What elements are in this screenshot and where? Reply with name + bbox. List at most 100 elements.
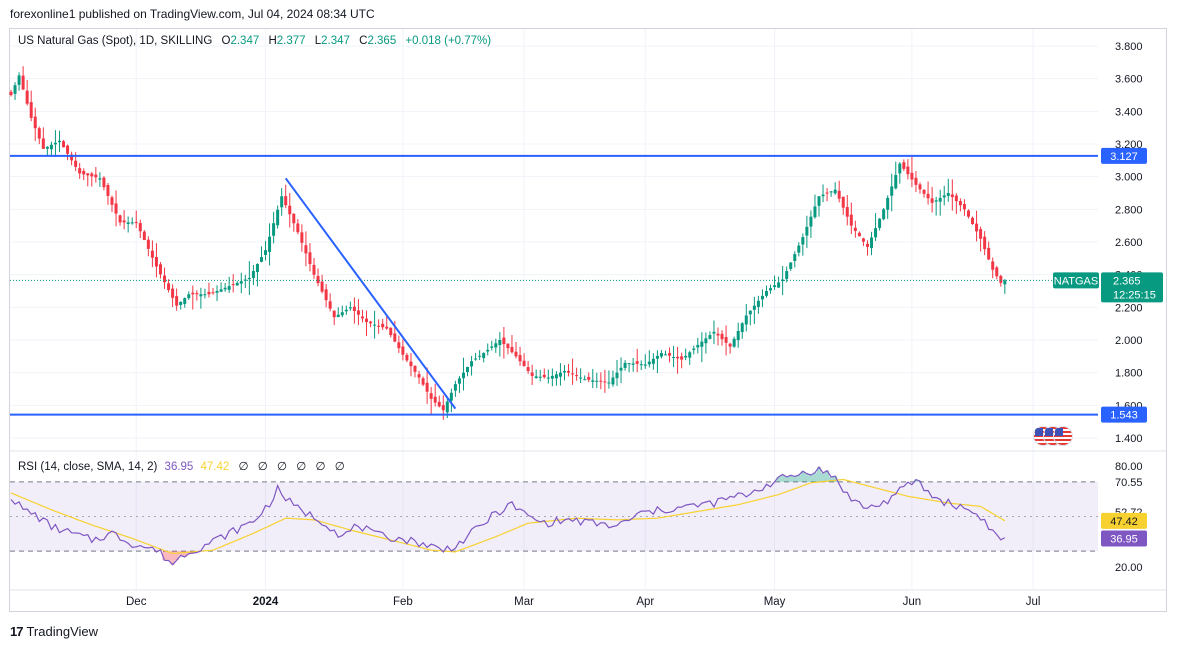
open-label: O bbox=[221, 35, 231, 47]
candle-body bbox=[748, 310, 752, 315]
candle-body bbox=[142, 231, 146, 241]
candle bbox=[82, 168, 86, 181]
candle bbox=[728, 342, 732, 354]
rsi-title[interactable]: RSI (14, close, SMA, 14, 2) bbox=[18, 461, 158, 473]
candle-body bbox=[821, 194, 825, 197]
candle bbox=[360, 309, 364, 323]
last-price-text: 2.365 bbox=[1113, 275, 1141, 287]
candle bbox=[13, 82, 17, 100]
candle bbox=[558, 363, 562, 386]
candle-body bbox=[276, 209, 280, 226]
candle bbox=[627, 362, 631, 373]
na-value: ∅ bbox=[276, 461, 288, 473]
candle-body bbox=[336, 314, 340, 317]
candle-body bbox=[45, 146, 49, 149]
candle bbox=[255, 263, 259, 287]
candle bbox=[611, 370, 615, 387]
candle bbox=[643, 354, 647, 369]
candle bbox=[882, 207, 886, 221]
candle-body bbox=[340, 312, 344, 316]
symbol-title[interactable]: US Natural Gas (Spot), 1D, SKILLING bbox=[18, 35, 213, 47]
candle-body bbox=[304, 245, 308, 254]
candle-body bbox=[369, 321, 373, 324]
candle bbox=[276, 205, 280, 229]
candle bbox=[328, 293, 332, 312]
candle bbox=[154, 243, 158, 278]
events-flags[interactable] bbox=[1033, 426, 1073, 446]
candle-body bbox=[732, 338, 736, 347]
candle bbox=[195, 290, 199, 301]
candle bbox=[393, 320, 397, 343]
candle bbox=[971, 216, 975, 225]
candle-body bbox=[744, 315, 748, 325]
candle bbox=[118, 214, 122, 226]
candle bbox=[231, 274, 235, 293]
candle-body bbox=[643, 364, 647, 366]
time-tick-label: Jun bbox=[903, 596, 922, 608]
candle-body bbox=[615, 372, 619, 379]
candle bbox=[692, 345, 696, 355]
candle bbox=[918, 182, 922, 194]
candle bbox=[805, 215, 809, 248]
candle-body bbox=[478, 355, 482, 357]
candle bbox=[567, 363, 571, 377]
candle bbox=[926, 181, 930, 205]
candle-body bbox=[756, 300, 760, 307]
candle-body bbox=[332, 310, 336, 318]
candle bbox=[1003, 279, 1007, 294]
candle-body bbox=[716, 333, 720, 336]
candle-body bbox=[526, 367, 530, 372]
price-tick-label: 2.600 bbox=[1115, 237, 1143, 249]
candle-body bbox=[187, 294, 191, 299]
candle bbox=[659, 349, 663, 359]
candle-body bbox=[950, 194, 954, 198]
candle-body bbox=[413, 365, 417, 372]
price-tick-label: 3.000 bbox=[1115, 172, 1143, 184]
candle-body bbox=[308, 252, 312, 265]
candle-body bbox=[445, 401, 449, 413]
candle-body bbox=[987, 247, 991, 260]
candle-body bbox=[849, 214, 853, 226]
candle-body bbox=[845, 207, 849, 217]
candle-body bbox=[259, 257, 263, 262]
candle bbox=[777, 276, 781, 288]
time-tick-label: Dec bbox=[126, 596, 147, 608]
change-value: +0.018 (+0.77%) bbox=[405, 35, 492, 47]
candle bbox=[817, 196, 821, 217]
candle-body bbox=[498, 340, 502, 345]
candle bbox=[785, 266, 789, 283]
candle-body bbox=[954, 195, 958, 202]
na-value: ∅ bbox=[296, 461, 307, 473]
candle bbox=[425, 367, 429, 404]
tradingview-brand[interactable]: 17 TradingView bbox=[10, 624, 98, 639]
candle bbox=[227, 276, 231, 293]
candle bbox=[158, 262, 162, 279]
candle-body bbox=[785, 271, 789, 279]
candle-body bbox=[623, 362, 627, 368]
candle-body bbox=[37, 128, 41, 139]
candle-body bbox=[393, 333, 397, 342]
candle bbox=[874, 213, 878, 242]
rsi-value-badge-text: 36.95 bbox=[1110, 533, 1138, 545]
na-value: ∅ bbox=[257, 461, 268, 473]
candle-body bbox=[764, 291, 768, 296]
candle-body bbox=[219, 289, 223, 292]
candle-body bbox=[296, 223, 300, 233]
candle bbox=[744, 304, 748, 332]
candle bbox=[700, 332, 704, 363]
price-tick-label: 3.600 bbox=[1115, 74, 1143, 86]
candle-body bbox=[546, 377, 550, 379]
candle bbox=[962, 199, 966, 216]
rsi-legend-value: 36.95 bbox=[164, 461, 194, 473]
candle-body bbox=[627, 363, 631, 365]
candle bbox=[861, 237, 865, 246]
ticker-badge-bg bbox=[1053, 272, 1099, 289]
candle-body bbox=[110, 197, 114, 205]
candle bbox=[801, 233, 805, 256]
candle-body bbox=[158, 264, 162, 275]
us-flag-icon[interactable] bbox=[1053, 426, 1073, 446]
chart-frame[interactable] bbox=[9, 28, 1167, 612]
candle bbox=[377, 319, 381, 334]
candle bbox=[449, 388, 453, 413]
